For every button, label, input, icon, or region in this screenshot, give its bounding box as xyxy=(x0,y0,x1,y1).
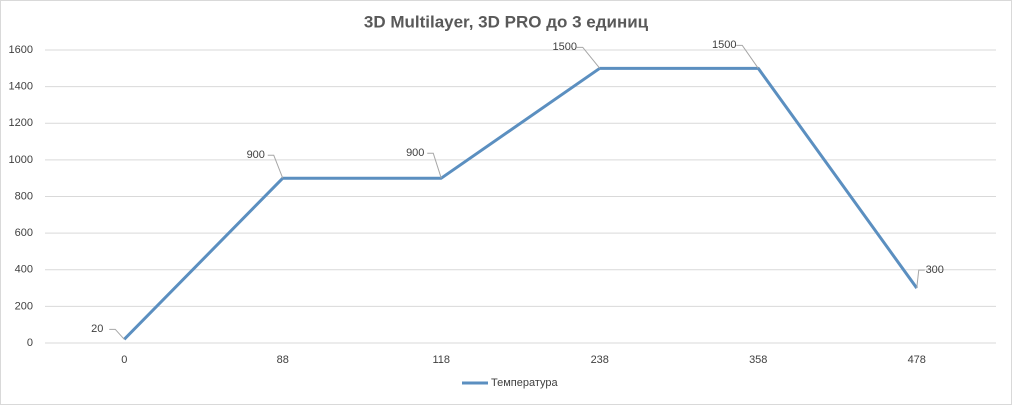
y-tick-label: 1000 xyxy=(9,154,33,166)
legend-label: Температура xyxy=(491,377,559,389)
y-tick-label: 1400 xyxy=(9,81,33,93)
y-tick-label: 800 xyxy=(15,190,33,202)
data-label: 1500 xyxy=(553,41,577,53)
leader-line xyxy=(427,152,442,179)
leader-line xyxy=(267,154,284,179)
data-label: 300 xyxy=(926,264,944,276)
y-tick-label: 1600 xyxy=(9,44,33,56)
x-tick-label: 0 xyxy=(121,354,127,366)
line-series xyxy=(123,66,918,341)
x-tick-label: 358 xyxy=(749,354,767,366)
y-tick-label: 600 xyxy=(15,227,33,239)
data-label: 900 xyxy=(247,149,265,161)
y-tick-label: 400 xyxy=(15,264,33,276)
x-tick-label: 118 xyxy=(432,354,450,366)
data-label: 20 xyxy=(91,323,103,335)
data-label: 900 xyxy=(406,147,424,159)
y-tick-label: 200 xyxy=(15,300,33,312)
x-tick-label: 478 xyxy=(908,354,926,366)
x-tick-label: 88 xyxy=(277,354,289,366)
leader-line xyxy=(916,269,925,289)
y-tick-label: 1200 xyxy=(9,117,33,129)
leader-line xyxy=(736,44,759,69)
y-tick-label: 0 xyxy=(27,337,33,349)
x-tick-label: 238 xyxy=(591,354,609,366)
leader-line xyxy=(576,46,601,69)
chart-title: 3D Multilayer, 3D PRO до 3 единиц xyxy=(364,12,649,31)
data-label: 1500 xyxy=(712,39,736,51)
leader-line xyxy=(109,328,125,340)
